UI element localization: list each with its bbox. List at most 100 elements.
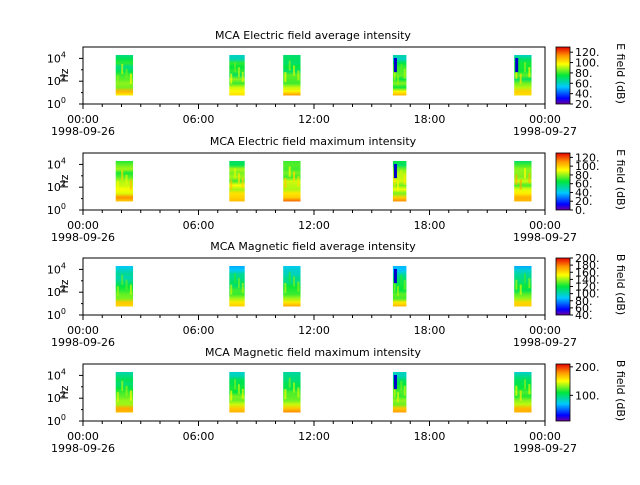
y-tick-exponent: 4 xyxy=(61,156,66,165)
data-block-2 xyxy=(229,54,245,96)
y-tick-label: 100 xyxy=(47,307,66,322)
colorbar-tick-label: 120. xyxy=(575,151,600,164)
data-block-3 xyxy=(283,160,301,202)
y-tick-label: 100 xyxy=(47,202,66,217)
data-streak xyxy=(403,174,406,185)
data-streak xyxy=(400,169,403,181)
chart-title: MCA Electric field maximum intensity xyxy=(210,135,417,148)
data-streak xyxy=(116,181,119,192)
colorbar-tick-label: 80. xyxy=(575,295,593,308)
data-streak xyxy=(528,384,531,395)
x-date-start: 1998-09-26 xyxy=(51,125,115,138)
data-streak xyxy=(241,388,244,400)
data-streak xyxy=(297,387,300,398)
y-tick-label: 104 xyxy=(47,156,66,171)
colorbar-tick-label: 160. xyxy=(575,266,600,279)
colorbar-tick-label: 60. xyxy=(575,178,593,191)
data-streak xyxy=(121,274,124,286)
data-streak xyxy=(230,390,233,401)
data-streak xyxy=(129,390,132,401)
y-axis-label: Hz xyxy=(58,174,71,188)
data-spike xyxy=(393,57,397,73)
chart-title: MCA Magnetic field average intensity xyxy=(210,240,416,253)
data-block-5 xyxy=(514,265,532,307)
data-block-2 xyxy=(229,265,245,307)
y-tick-label: 100 xyxy=(47,413,66,428)
data-streak xyxy=(125,385,128,396)
x-tick-label: 06:00 xyxy=(183,219,215,232)
colorbar xyxy=(555,152,571,211)
data-block-3 xyxy=(283,265,301,307)
data-streak xyxy=(234,273,237,284)
x-date-end: 1998-09-27 xyxy=(513,442,577,455)
x-tick-label: 18:00 xyxy=(414,113,446,126)
y-tick-exponent: 0 xyxy=(61,96,66,105)
data-streak xyxy=(403,385,406,396)
data-streak xyxy=(528,67,531,78)
data-spike xyxy=(393,163,397,179)
colorbar-tick-label: 20. xyxy=(575,195,593,208)
y-axis-label: Hz xyxy=(58,385,71,399)
colorbar-tick-label: 80. xyxy=(575,169,593,182)
data-streak xyxy=(396,392,399,403)
data-streak xyxy=(403,279,406,290)
data-streak xyxy=(129,179,132,190)
data-streak xyxy=(237,384,240,395)
x-tick-label: 00:00 xyxy=(529,219,561,232)
y-tick-exponent: 0 xyxy=(61,413,66,422)
data-streak xyxy=(515,68,518,79)
panel-1: MCA Electric field average intensity 100 1… xyxy=(47,29,627,138)
panel-2: MCA Electric field maximum intensity 100 1… xyxy=(47,135,627,244)
data-block-1 xyxy=(115,160,134,202)
x-date-end: 1998-09-27 xyxy=(513,336,577,349)
colorbar-tick-label: 60. xyxy=(575,77,593,90)
data-block-1 xyxy=(115,54,134,96)
data-streak xyxy=(121,380,124,392)
colorbar-tick-label: 140. xyxy=(575,273,600,286)
y-tick-exponent: 2 xyxy=(61,73,66,82)
colorbar-tick-label: 100. xyxy=(575,389,600,402)
y-tick-label: 100 xyxy=(47,96,66,111)
colorbar-tick-label: 100. xyxy=(575,57,600,70)
y-tick-exponent: 4 xyxy=(61,261,66,270)
x-tick-label: 00:00 xyxy=(529,324,561,337)
y-axis-label: Hz xyxy=(58,279,71,293)
data-block-5 xyxy=(514,54,532,96)
y-tick-exponent: 4 xyxy=(61,50,66,59)
x-tick-label: 00:00 xyxy=(67,219,99,232)
y-tick-exponent: 0 xyxy=(61,202,66,211)
x-date-start: 1998-09-26 xyxy=(51,231,115,244)
x-date-end: 1998-09-27 xyxy=(513,125,577,138)
data-streak xyxy=(288,60,291,71)
x-date-end: 1998-09-27 xyxy=(513,231,577,244)
plot-frame xyxy=(82,152,546,211)
data-block-1 xyxy=(115,371,134,413)
data-block-1 xyxy=(115,265,134,307)
chart-title: MCA Magnetic field maximum intensity xyxy=(205,346,421,359)
x-tick-label: 06:00 xyxy=(183,324,215,337)
data-streak xyxy=(284,71,287,83)
data-block-5 xyxy=(514,371,532,413)
data-streak xyxy=(515,174,518,185)
data-streak xyxy=(129,73,132,84)
data-streak xyxy=(515,279,518,290)
plot-frame xyxy=(82,257,546,316)
data-streak xyxy=(234,379,237,390)
data-streak xyxy=(234,62,237,73)
colorbar-tick-label: 20. xyxy=(575,98,593,111)
data-streak xyxy=(125,68,128,79)
data-streak xyxy=(129,284,132,295)
data-spike xyxy=(393,268,397,284)
data-streak xyxy=(400,380,403,392)
data-streak xyxy=(297,281,300,292)
y-tick-exponent: 0 xyxy=(61,307,66,316)
data-streak xyxy=(284,282,287,294)
chart-title: MCA Electric field average intensity xyxy=(215,29,411,42)
colorbar-tick-label: 40. xyxy=(575,88,593,101)
data-block-3 xyxy=(283,371,301,413)
data-streak xyxy=(524,273,527,284)
data-streak xyxy=(519,73,522,84)
data-streak xyxy=(288,377,291,388)
